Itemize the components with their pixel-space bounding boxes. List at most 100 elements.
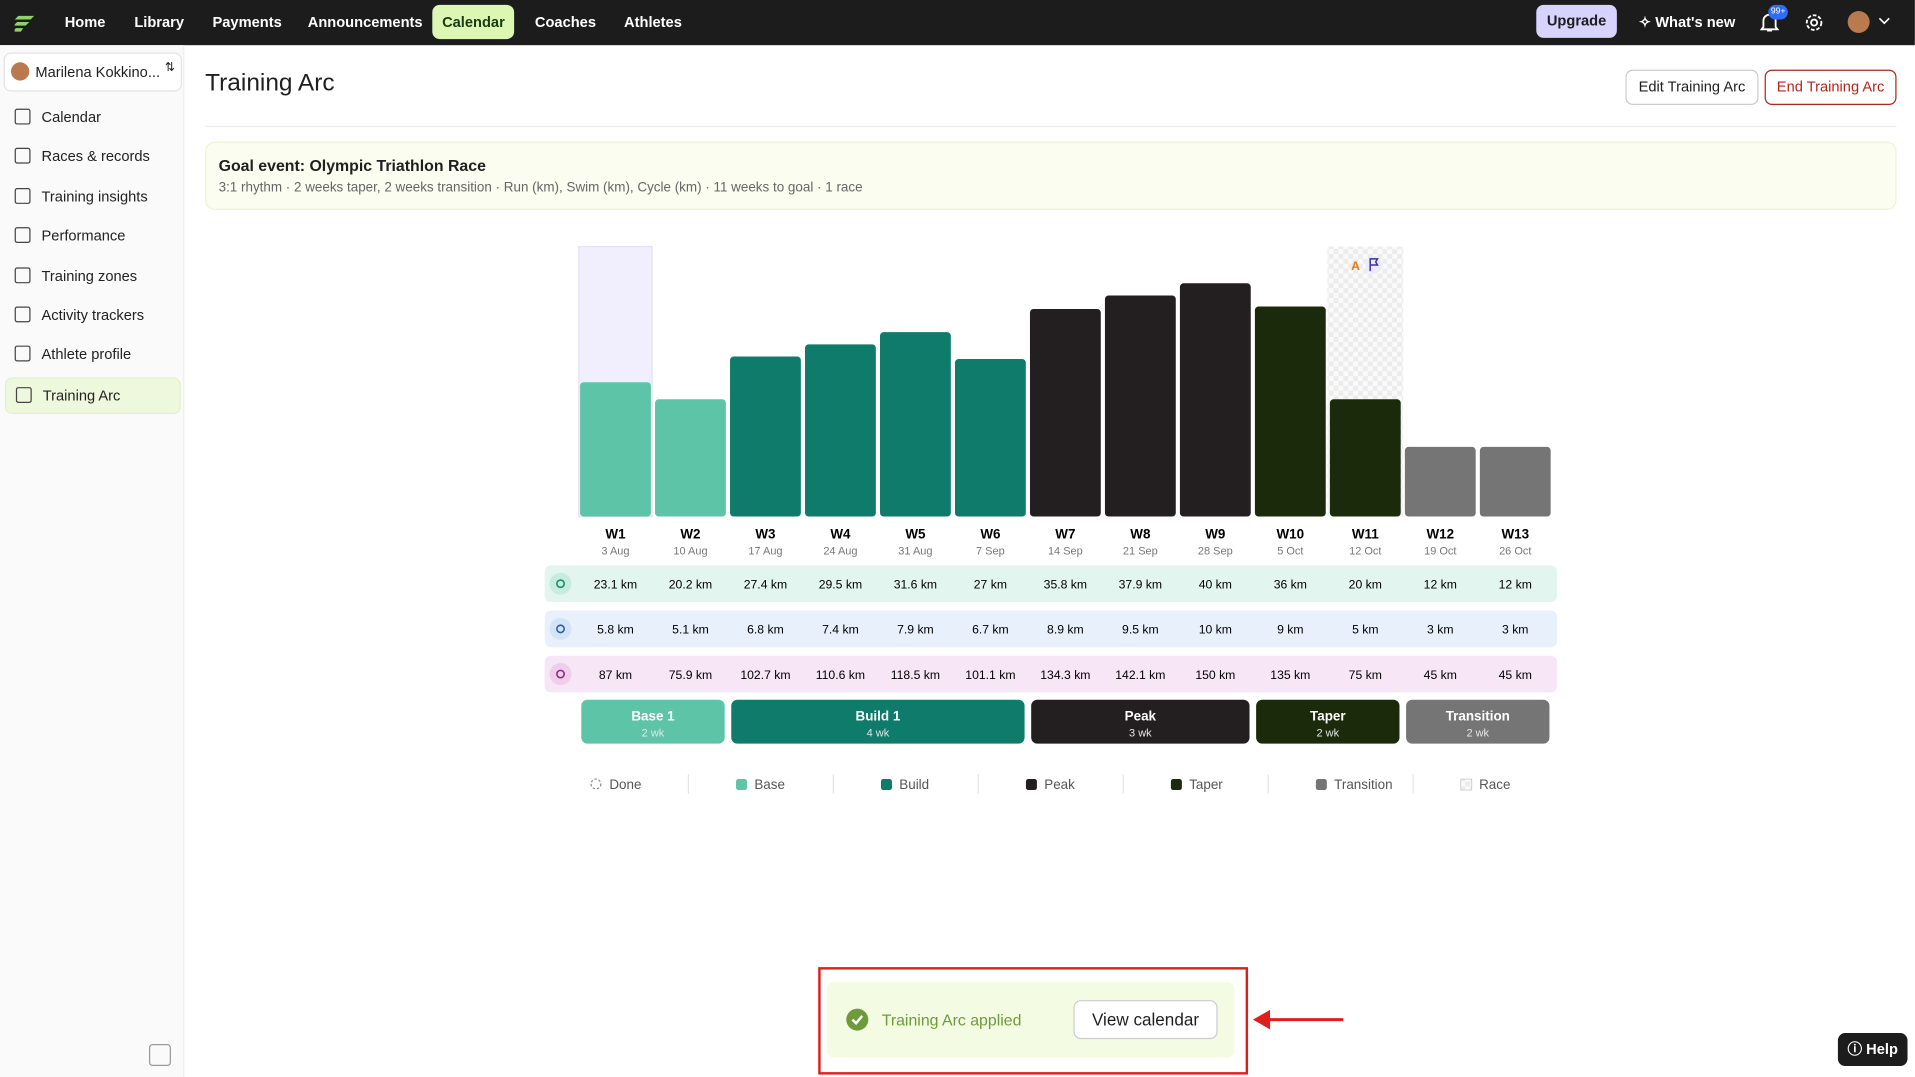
legend-label: Taper [1189, 777, 1223, 792]
side-item[interactable]: Races & records [5, 140, 178, 174]
logo[interactable] [14, 12, 37, 32]
week-label: W11 [1352, 527, 1379, 542]
side-item[interactable]: Activity trackers [5, 298, 178, 332]
side-item[interactable]: Training Arc [4, 377, 181, 414]
nav-item[interactable]: Home [64, 13, 106, 31]
side-label: Training insights [41, 187, 148, 205]
phase [581, 699, 725, 744]
nav-item[interactable]: Calendar [432, 4, 515, 40]
distance: 7.9 km [897, 623, 934, 637]
phase-length: 2 wk [642, 727, 665, 739]
week-date: 17 Aug [748, 545, 782, 557]
nav-item[interactable]: Announcements [307, 13, 423, 31]
distance: 5.1 km [672, 623, 709, 637]
nav-item[interactable]: Athletes [624, 13, 682, 31]
side-item[interactable]: Performance [5, 219, 178, 253]
side-item[interactable]: Calendar [5, 100, 178, 134]
phase [731, 699, 1025, 744]
phase-length: 2 wk [1466, 727, 1489, 739]
end-button[interactable]: End Training Arc [1764, 69, 1897, 106]
help-button[interactable]: ⓘ Help [1837, 1033, 1908, 1067]
nav-item[interactable]: Payments [212, 13, 282, 31]
run-icon-dot [556, 579, 565, 589]
edit-button[interactable]: Edit Training Arc [1625, 69, 1759, 106]
goal-card: Goal event: Olympic Triathlon Race 3:1 r… [205, 141, 1897, 211]
icon [14, 306, 31, 323]
nav-item[interactable]: Library [134, 13, 185, 31]
week-date: 26 Oct [1499, 545, 1531, 557]
view-calendar[interactable]: View calendar [1073, 1000, 1218, 1040]
bar [1254, 306, 1326, 517]
bar [580, 382, 651, 517]
distance: 9.5 km [1122, 623, 1159, 637]
legend-label: Build [899, 777, 929, 792]
distance: 102.7 km [740, 668, 790, 682]
nav-item[interactable]: Coaches [534, 13, 596, 31]
distance-row [544, 655, 1558, 693]
legend-label: Base [754, 777, 785, 792]
distance-row [544, 565, 1558, 603]
goal-title: Goal event: Olympic Triathlon Race [218, 156, 486, 175]
cycle-icon [549, 663, 572, 686]
divider [205, 125, 1897, 127]
swim-icon-dot [556, 624, 565, 634]
check-icon [846, 1008, 869, 1031]
caret[interactable] [1878, 17, 1890, 27]
distance: 9 km [1277, 623, 1303, 637]
bar [1179, 283, 1251, 517]
week-date: 7 Sep [976, 545, 1005, 557]
legend-swatch [880, 779, 892, 791]
bar [1404, 446, 1476, 517]
upgrade-button[interactable]: Upgrade [1536, 4, 1617, 38]
collapse[interactable] [148, 1044, 171, 1067]
side-item[interactable]: Training zones [5, 258, 178, 292]
distance: 27.4 km [744, 578, 787, 592]
distance: 110.6 km [816, 668, 865, 682]
side-item[interactable]: Training insights [5, 179, 178, 213]
distance: 27 km [974, 578, 1007, 592]
bar [655, 399, 726, 517]
phase [1256, 699, 1400, 744]
icon [14, 187, 31, 204]
week-date: 21 Sep [1123, 545, 1158, 557]
icon [14, 227, 31, 244]
distance: 20.2 km [669, 578, 712, 592]
user-name: Marilena Kokkino... [35, 63, 161, 81]
legend-swatch [1170, 779, 1182, 791]
distance: 12 km [1499, 578, 1532, 592]
icon [14, 108, 31, 125]
phase-length: 4 wk [867, 727, 890, 739]
distance: 35.8 km [1044, 578, 1087, 592]
swim-icon [549, 617, 572, 640]
week-label: W8 [1130, 527, 1151, 542]
distance: 5.8 km [597, 623, 634, 637]
avatar[interactable] [1847, 10, 1870, 33]
week-date: 5 Oct [1277, 545, 1303, 557]
week-date: 19 Oct [1424, 545, 1456, 557]
distance-row [544, 610, 1558, 648]
icon [14, 148, 31, 165]
whats-new[interactable]: ✧ What's new [1638, 13, 1736, 31]
settings[interactable] [1804, 12, 1825, 33]
bar [1029, 308, 1101, 517]
sidebar: Marilena Kokkino... ⇅ Calendar Races & re… [0, 45, 185, 1077]
side-label: Calendar [41, 108, 101, 126]
distance: 75.9 km [669, 668, 712, 682]
side-item[interactable]: Athlete profile [5, 338, 178, 372]
distance: 135 km [1270, 668, 1310, 682]
help-label: Help [1866, 1040, 1898, 1058]
distance: 150 km [1195, 668, 1235, 682]
week-label: W9 [1205, 527, 1225, 542]
distance: 36 km [1274, 578, 1307, 592]
side-label: Races & records [41, 148, 150, 166]
side-label: Training Arc [42, 386, 121, 404]
distance: 3 km [1427, 623, 1453, 637]
phase-name: Transition [1446, 708, 1510, 723]
user-switcher[interactable]: Marilena Kokkino... ⇅ [3, 52, 182, 92]
week-label: W13 [1501, 527, 1529, 542]
distance: 37.9 km [1119, 578, 1162, 592]
week-label: W7 [1055, 527, 1075, 542]
run-icon [549, 572, 572, 595]
